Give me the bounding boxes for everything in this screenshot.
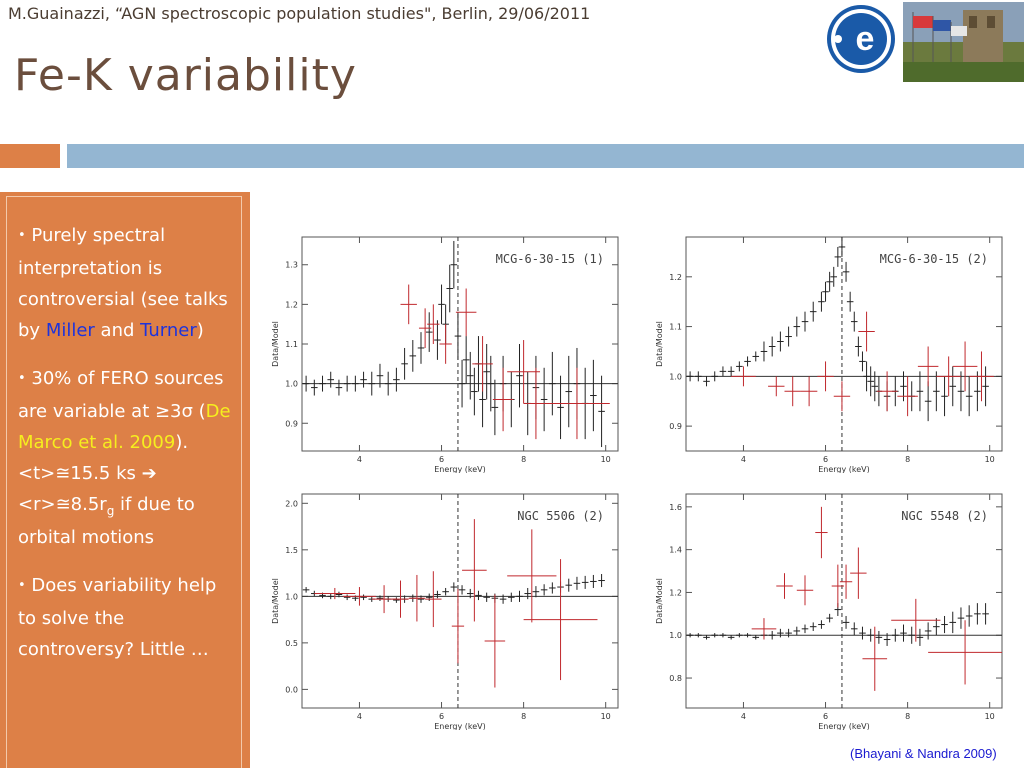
bullet-dot: • <box>18 578 26 593</box>
chart-mcg-2: 4 6 8 10 0.9 1.0 1.1 1.2 Energy (keV) Data/Model M… <box>655 236 1003 473</box>
y-tick-label: 1.0 <box>669 631 682 640</box>
x-axis-label: Energy (keV) <box>434 465 486 473</box>
y-tick-label: 1.2 <box>669 273 682 282</box>
bullet-1-turner: Turner <box>140 320 197 341</box>
x-tick-label: 6 <box>439 712 444 721</box>
chart-title: MCG-6-30-15 (2) <box>880 252 988 266</box>
bullet-dot: • <box>18 228 26 243</box>
x-tick-label: 8 <box>905 455 910 464</box>
y-tick-label: 1.1 <box>285 340 298 349</box>
series-red <box>731 311 994 417</box>
series-red <box>400 284 610 440</box>
y-tick-label: 0.5 <box>285 639 298 648</box>
x-tick-label: 10 <box>985 712 995 721</box>
bullet-2-tail: if due to orbital motions <box>18 494 195 548</box>
accent-bar <box>0 144 60 168</box>
y-tick-label: 0.8 <box>669 674 682 683</box>
x-tick-label: 4 <box>357 712 362 721</box>
series-black <box>302 574 605 604</box>
x-tick-label: 10 <box>985 455 995 464</box>
series-black <box>302 240 605 448</box>
bullet-dot: • <box>18 371 26 386</box>
chart-title: NGC 5506 (2) <box>517 509 604 523</box>
x-tick-label: 8 <box>905 712 910 721</box>
arrow-icon: ➔ <box>141 463 157 484</box>
y-tick-label: 1.0 <box>285 592 298 601</box>
y-tick-label: 1.2 <box>669 588 682 597</box>
chart-title: NGC 5548 (2) <box>901 509 988 523</box>
plot-frame <box>301 493 619 709</box>
x-tick-label: 4 <box>741 455 746 464</box>
bullet-1-and: and <box>94 320 141 341</box>
bullet-list: • Purely spectral interpretation is cont… <box>18 220 240 682</box>
logo-letter: e <box>856 20 875 58</box>
y-axis-label: Data/Model <box>655 578 664 624</box>
bullet-1-end: ) <box>196 320 204 341</box>
esa-logo-icon: e <box>827 5 895 73</box>
x-axis-label: Energy (keV) <box>818 722 870 730</box>
y-tick-label: 1.0 <box>669 372 682 381</box>
x-tick-label: 6 <box>823 712 828 721</box>
x-axis-label: Energy (keV) <box>818 465 870 473</box>
y-axis-label: Data/Model <box>271 578 280 624</box>
chart-ngc5548: 4 6 8 10 0.8 1.0 1.2 1.4 1.6 Energy (keV) Data/Mod… <box>655 493 1003 730</box>
slide-header: M.Guainazzi, “AGN spectroscopic populati… <box>8 4 591 23</box>
x-tick-label: 8 <box>521 712 526 721</box>
series-black <box>686 603 989 646</box>
x-tick-label: 10 <box>601 712 611 721</box>
slide-title: Fe-K variability <box>14 50 357 101</box>
y-tick-label: 0.0 <box>285 685 298 694</box>
series-red <box>751 506 1002 691</box>
bullet-2-text: 30% of FERO sources are variable at ≥3σ … <box>18 368 224 422</box>
x-tick-label: 10 <box>601 455 611 464</box>
x-axis-label: Energy (keV) <box>434 722 486 730</box>
bullet-3-text: Does variability help to solve the contr… <box>18 575 217 660</box>
bullet-1-text: Purely spectral interpretation is contro… <box>18 225 228 341</box>
plot-frame <box>685 236 1003 452</box>
chart-mcg-1: 4 6 8 10 0.9 1.0 1.1 1.2 1.3 Energy (keV) Data/Mod… <box>271 236 619 473</box>
series-red <box>314 519 598 688</box>
bullet-2-radius: <r>≅8.5r <box>18 494 107 515</box>
title-rule <box>67 144 1024 168</box>
x-tick-label: 4 <box>741 712 746 721</box>
y-tick-label: 1.2 <box>285 300 298 309</box>
y-axis-label: Data/Model <box>655 321 664 367</box>
chart-ngc5506: 4 6 8 10 0.0 0.5 1.0 1.5 2.0 Energy (keV) Data/Mod… <box>271 493 619 730</box>
bullet-2-timescale: ). <t>≅15.5 ks <box>18 432 189 484</box>
citation: (Bhayani & Nandra 2009) <box>850 746 997 761</box>
x-tick-label: 4 <box>357 455 362 464</box>
y-tick-label: 1.3 <box>285 261 298 270</box>
bullet-1-miller: Miller <box>45 320 95 341</box>
y-tick-label: 1.5 <box>285 546 298 555</box>
bullet-1: • Purely spectral interpretation is cont… <box>18 220 240 346</box>
bullet-2-reference: De Marco et al. 2009 <box>18 401 231 453</box>
bullet-3: • Does variability help to solve the con… <box>18 570 240 665</box>
y-tick-label: 1.4 <box>669 546 682 555</box>
x-tick-label: 8 <box>521 455 526 464</box>
plot-frame <box>301 236 619 452</box>
sidebar-border <box>6 196 242 768</box>
y-tick-label: 1.0 <box>285 380 298 389</box>
x-tick-label: 6 <box>823 455 828 464</box>
plot-frame <box>685 493 1003 709</box>
x-tick-label: 6 <box>439 455 444 464</box>
y-tick-label: 0.9 <box>669 422 682 431</box>
bullet-2: • 30% of FERO sources are variable at ≥3… <box>18 363 240 553</box>
y-axis-label: Data/Model <box>271 321 280 367</box>
y-tick-label: 0.9 <box>285 419 298 428</box>
y-tick-label: 1.1 <box>669 323 682 332</box>
bullet-2-subscript: g <box>106 504 115 518</box>
y-tick-label: 1.6 <box>669 503 682 512</box>
flags-photo <box>903 2 1024 82</box>
y-tick-label: 2.0 <box>285 499 298 508</box>
sidebar-panel <box>0 192 250 768</box>
chart-title: MCG-6-30-15 (1) <box>496 252 604 266</box>
